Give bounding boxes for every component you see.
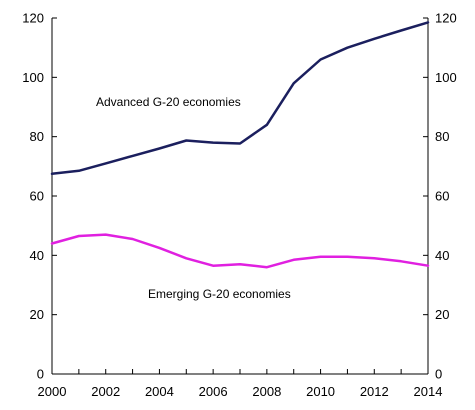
x-tick-label: 2014 xyxy=(414,384,443,399)
series-line-advanced xyxy=(50,21,430,176)
right-y-tick-label: 40 xyxy=(435,248,449,263)
annotation-emerging: Emerging G-20 economies xyxy=(148,287,291,301)
left-y-tick-label: 20 xyxy=(30,307,44,322)
ticks xyxy=(51,17,429,375)
annotation-advanced: Advanced G-20 economies xyxy=(96,95,241,109)
right-y-tick-label: 100 xyxy=(435,70,457,85)
left-y-tick-label: 40 xyxy=(30,248,44,263)
left-y-tick-label: 120 xyxy=(22,11,44,26)
left-y-tick-label: 60 xyxy=(30,189,44,204)
x-tick-label: 2008 xyxy=(252,384,281,399)
left-y-tick-label: 0 xyxy=(37,367,44,382)
right-y-tick-label: 80 xyxy=(435,129,449,144)
tick-labels: 0 20 40 60 80 100 120 0 20 40 60 80 100 120 2000 2002 20… xyxy=(22,11,456,400)
right-y-tick-label: 0 xyxy=(435,367,442,382)
x-tick-label: 2012 xyxy=(360,384,389,399)
left-y-tick-label: 80 xyxy=(30,129,44,144)
annotations: Advanced G-20 economies Emerging G-20 ec… xyxy=(96,95,291,301)
x-tick-label: 2006 xyxy=(199,384,228,399)
x-tick-label: 2010 xyxy=(306,384,335,399)
left-y-tick-label: 100 xyxy=(22,70,44,85)
x-tick-label: 2002 xyxy=(91,384,120,399)
x-tick-label: 2000 xyxy=(38,384,67,399)
axes xyxy=(51,18,429,375)
series-lines xyxy=(50,21,430,269)
right-y-tick-label: 60 xyxy=(435,189,449,204)
series-line-emerging xyxy=(50,233,430,269)
right-y-tick-label: 120 xyxy=(435,11,457,26)
x-tick-label: 2004 xyxy=(145,384,174,399)
right-y-tick-label: 20 xyxy=(435,307,449,322)
